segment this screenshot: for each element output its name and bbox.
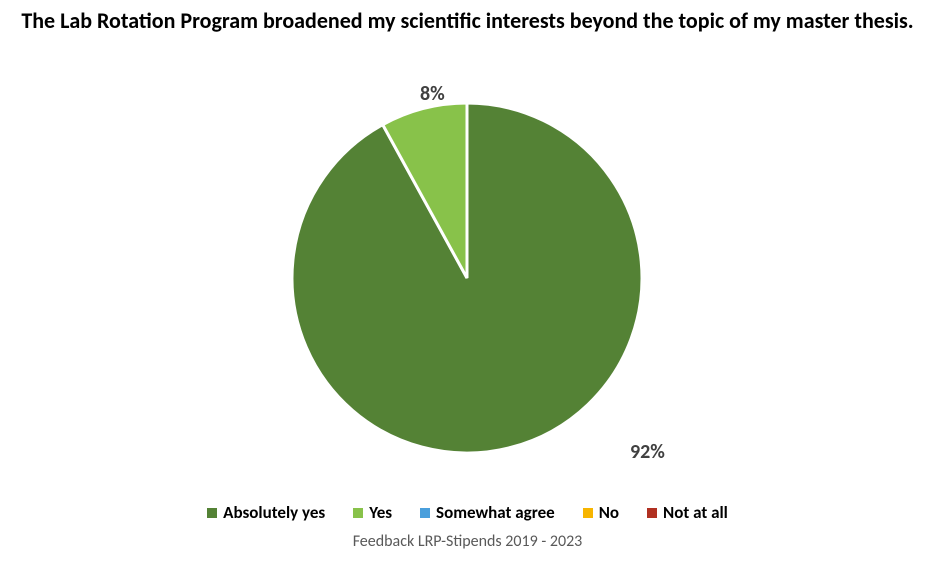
legend-label-somewhat_agree: Somewhat agree (436, 502, 555, 523)
legend-swatch-not_at_all (647, 508, 657, 518)
legend-item-not_at_all: Not at all (647, 502, 728, 523)
data-label-absolutely_yes: 92% (630, 440, 665, 464)
legend-item-no: No (583, 502, 619, 523)
legend-label-absolutely_yes: Absolutely yes (223, 502, 325, 523)
chart-title: The Lab Rotation Program broadened my sc… (0, 8, 935, 34)
legend-label-no: No (599, 502, 619, 523)
legend-label-not_at_all: Not at all (663, 502, 728, 523)
legend-swatch-absolutely_yes (207, 508, 217, 518)
legend-item-absolutely_yes: Absolutely yes (207, 502, 325, 523)
legend-swatch-no (583, 508, 593, 518)
legend-swatch-somewhat_agree (420, 508, 430, 518)
legend-swatch-yes (353, 508, 363, 518)
chart-container: The Lab Rotation Program broadened my sc… (0, 0, 935, 565)
legend-item-yes: Yes (353, 502, 392, 523)
chart-caption: Feedback LRP-Stipends 2019 - 2023 (0, 532, 935, 551)
legend: Absolutely yes Yes Somewhat agree No Not at … (0, 502, 935, 524)
data-label-yes: 8% (420, 82, 445, 106)
pie-svg (0, 88, 935, 468)
legend-item-somewhat_agree: Somewhat agree (420, 502, 555, 523)
legend-label-yes: Yes (369, 502, 392, 523)
pie-slices (292, 103, 642, 453)
pie-area: 92%8% (0, 88, 935, 468)
